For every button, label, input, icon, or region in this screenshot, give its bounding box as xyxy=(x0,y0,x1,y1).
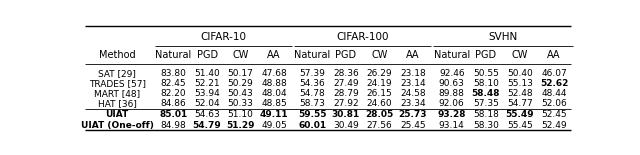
Text: 55.49: 55.49 xyxy=(506,111,534,120)
Text: TRADES [57]: TRADES [57] xyxy=(89,79,146,88)
Text: CW: CW xyxy=(512,50,528,60)
Text: 54.79: 54.79 xyxy=(193,121,221,130)
Text: 24.60: 24.60 xyxy=(367,99,392,108)
Text: PGD: PGD xyxy=(335,50,356,60)
Text: 48.85: 48.85 xyxy=(261,99,287,108)
Text: 55.45: 55.45 xyxy=(507,121,532,130)
Text: 52.21: 52.21 xyxy=(195,79,220,88)
Text: 28.05: 28.05 xyxy=(365,111,394,120)
Text: 48.44: 48.44 xyxy=(541,89,567,98)
Text: 52.49: 52.49 xyxy=(541,121,567,130)
Text: 25.73: 25.73 xyxy=(399,111,427,120)
Text: 49.05: 49.05 xyxy=(261,121,287,130)
Text: 49.11: 49.11 xyxy=(260,111,289,120)
Text: 93.28: 93.28 xyxy=(438,111,466,120)
Text: 84.98: 84.98 xyxy=(161,121,186,130)
Text: 92.46: 92.46 xyxy=(439,69,465,78)
Text: 52.48: 52.48 xyxy=(507,89,532,98)
Text: 51.29: 51.29 xyxy=(227,121,255,130)
Text: 54.78: 54.78 xyxy=(300,89,325,98)
Text: 28.79: 28.79 xyxy=(333,89,359,98)
Text: 84.86: 84.86 xyxy=(161,99,186,108)
Text: 90.63: 90.63 xyxy=(439,79,465,88)
Text: 50.43: 50.43 xyxy=(228,89,253,98)
Text: 24.58: 24.58 xyxy=(400,89,426,98)
Text: 58.18: 58.18 xyxy=(473,111,499,120)
Text: HAT [36]: HAT [36] xyxy=(98,99,136,108)
Text: 24.19: 24.19 xyxy=(367,79,392,88)
Text: 50.29: 50.29 xyxy=(228,79,253,88)
Text: 83.80: 83.80 xyxy=(161,69,186,78)
Text: 58.10: 58.10 xyxy=(473,79,499,88)
Text: 82.20: 82.20 xyxy=(161,89,186,98)
Text: 53.94: 53.94 xyxy=(194,89,220,98)
Text: 54.36: 54.36 xyxy=(300,79,325,88)
Text: 93.14: 93.14 xyxy=(439,121,465,130)
Text: 57.39: 57.39 xyxy=(300,69,325,78)
Text: 59.55: 59.55 xyxy=(298,111,327,120)
Text: 58.30: 58.30 xyxy=(473,121,499,130)
Text: 89.88: 89.88 xyxy=(439,89,465,98)
Text: PGD: PGD xyxy=(196,50,218,60)
Text: AA: AA xyxy=(268,50,281,60)
Text: 30.81: 30.81 xyxy=(332,111,360,120)
Text: 51.40: 51.40 xyxy=(194,69,220,78)
Text: 27.92: 27.92 xyxy=(333,99,359,108)
Text: 85.01: 85.01 xyxy=(159,111,188,120)
Text: 58.48: 58.48 xyxy=(472,89,500,98)
Text: 52.06: 52.06 xyxy=(541,99,567,108)
Text: 82.45: 82.45 xyxy=(161,79,186,88)
Text: PGD: PGD xyxy=(476,50,497,60)
Text: 27.56: 27.56 xyxy=(367,121,392,130)
Text: 23.14: 23.14 xyxy=(400,79,426,88)
Text: 26.15: 26.15 xyxy=(367,89,392,98)
Text: CW: CW xyxy=(232,50,249,60)
Text: 55.13: 55.13 xyxy=(507,79,533,88)
Text: 47.68: 47.68 xyxy=(261,69,287,78)
Text: 57.35: 57.35 xyxy=(473,99,499,108)
Text: Natural: Natural xyxy=(156,50,192,60)
Text: SVHN: SVHN xyxy=(488,32,518,42)
Text: 25.45: 25.45 xyxy=(400,121,426,130)
Text: Natural: Natural xyxy=(433,50,470,60)
Text: 50.33: 50.33 xyxy=(228,99,253,108)
Text: 28.36: 28.36 xyxy=(333,69,359,78)
Text: 51.10: 51.10 xyxy=(228,111,253,120)
Text: CIFAR-100: CIFAR-100 xyxy=(337,32,389,42)
Text: 50.40: 50.40 xyxy=(507,69,532,78)
Text: AA: AA xyxy=(547,50,561,60)
Text: 60.01: 60.01 xyxy=(298,121,326,130)
Text: 27.49: 27.49 xyxy=(333,79,359,88)
Text: 52.04: 52.04 xyxy=(195,99,220,108)
Text: Method: Method xyxy=(99,50,136,60)
Text: 52.45: 52.45 xyxy=(541,111,567,120)
Text: 46.07: 46.07 xyxy=(541,69,567,78)
Text: 54.63: 54.63 xyxy=(194,111,220,120)
Text: 26.29: 26.29 xyxy=(367,69,392,78)
Text: 23.18: 23.18 xyxy=(400,69,426,78)
Text: AA: AA xyxy=(406,50,420,60)
Text: 50.55: 50.55 xyxy=(473,69,499,78)
Text: SAT [29]: SAT [29] xyxy=(99,69,136,78)
Text: UIAT (One-off): UIAT (One-off) xyxy=(81,121,154,130)
Text: MART [48]: MART [48] xyxy=(94,89,140,98)
Text: 50.17: 50.17 xyxy=(228,69,253,78)
Text: Natural: Natural xyxy=(294,50,331,60)
Text: 48.04: 48.04 xyxy=(261,89,287,98)
Text: 48.88: 48.88 xyxy=(261,79,287,88)
Text: 54.77: 54.77 xyxy=(507,99,532,108)
Text: 23.34: 23.34 xyxy=(400,99,426,108)
Text: CIFAR-10: CIFAR-10 xyxy=(201,32,247,42)
Text: 52.62: 52.62 xyxy=(540,79,568,88)
Text: 92.06: 92.06 xyxy=(439,99,465,108)
Text: CW: CW xyxy=(371,50,388,60)
Text: 30.49: 30.49 xyxy=(333,121,359,130)
Text: 58.73: 58.73 xyxy=(300,99,325,108)
Text: UIAT: UIAT xyxy=(106,111,129,120)
